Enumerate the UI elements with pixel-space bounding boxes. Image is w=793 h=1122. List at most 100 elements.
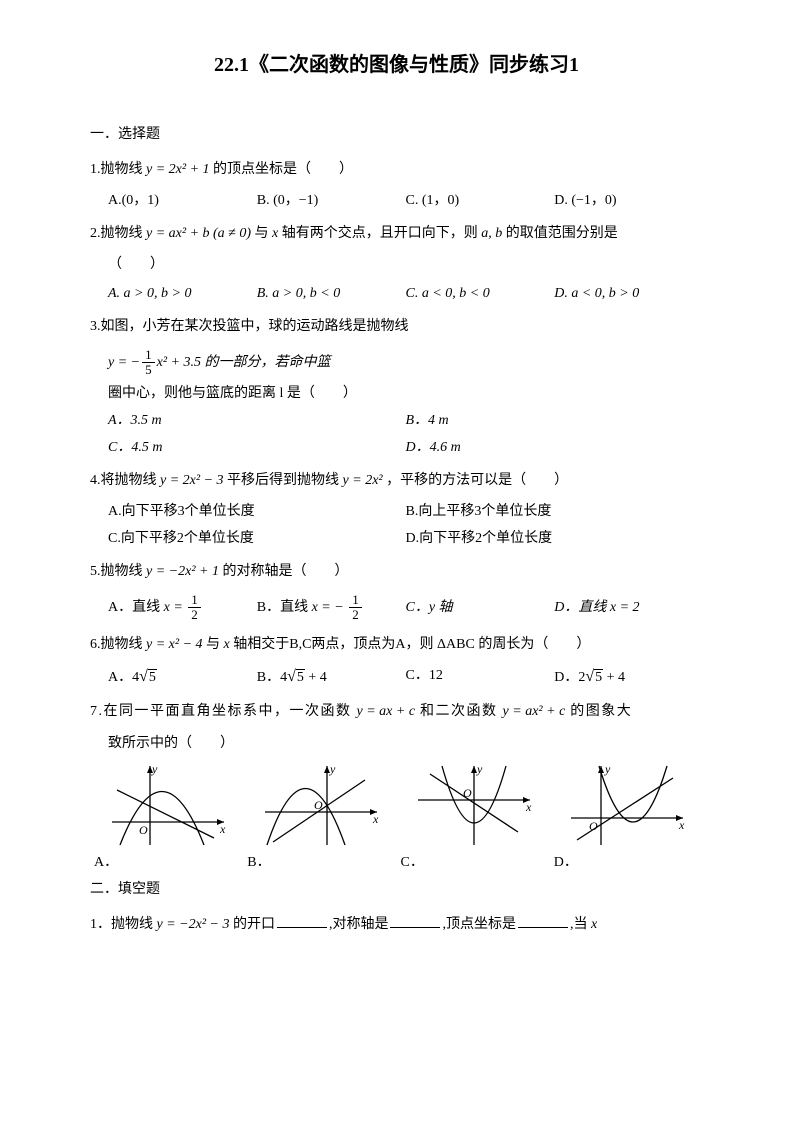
q7-l1-mid: 和二次函数 xyxy=(420,704,503,719)
section-2-header: 二．填空题 xyxy=(90,879,703,900)
q3-frac-num: 1 xyxy=(142,348,155,363)
q2-stem-post1: 轴有两个交点，且开口向下，则 xyxy=(282,226,482,241)
q6-opt-b: B．4√5 + 4 xyxy=(257,665,406,689)
q3-options-row1: A．3.5 m B．4 m xyxy=(108,410,703,431)
q7-l1-post: 的图象大 xyxy=(570,704,632,719)
q6-stem-pre: 6.抛物线 xyxy=(90,637,146,652)
q6-b-post: + 4 xyxy=(305,670,327,685)
f1-mid2: ,对称轴是 xyxy=(329,917,389,932)
q6-stem-mid: 与 xyxy=(206,637,224,652)
q2-opt-d: D. a < 0, b > 0 xyxy=(554,283,703,304)
q6-opt-a: A．4√5 xyxy=(108,665,257,689)
blank-3[interactable] xyxy=(518,914,568,928)
svg-text:O: O xyxy=(314,798,323,812)
q6-f: y = x² − 4 xyxy=(146,637,203,652)
q4-opt-d: D.向下平移2个单位长度 xyxy=(406,528,704,549)
page-title: 22.1《二次函数的图像与性质》同步练习1 xyxy=(90,50,703,80)
blank-2[interactable] xyxy=(390,914,440,928)
q5-opt-d: D．直线 x = 2 xyxy=(554,597,703,618)
f1-mid1: 的开口 xyxy=(233,917,275,932)
q3-frac: 15 xyxy=(142,348,155,378)
q3-opt-d: D．4.6 m xyxy=(406,437,704,458)
question-6: 6.抛物线 y = x² − 4 与 x 轴相交于B,C两点，顶点为A，则 ΔA… xyxy=(90,632,703,657)
svg-text:y: y xyxy=(604,762,611,776)
q6-b-sqrt: √5 xyxy=(287,665,305,689)
question-3-line3: 圈中心，则他与篮底的距离 l 是（ ） xyxy=(108,383,703,404)
q3-frac-den: 5 xyxy=(142,363,155,377)
q7-label-a: A． xyxy=(90,852,243,873)
svg-text:O: O xyxy=(589,819,598,833)
q7-label-b: B． xyxy=(243,852,396,873)
q6-stem-post: 轴相交于B,C两点，顶点为A，则 ΔABC 的周长为（ ） xyxy=(233,637,590,652)
q1-opt-a: A.(0，1) xyxy=(108,190,257,211)
q5-b-num: 1 xyxy=(349,593,362,608)
q5-b-frac: 12 xyxy=(349,593,362,623)
q6-opt-d: D．2√5 + 4 xyxy=(554,665,703,689)
fill-question-1: 1．抛物线 y = −2x² − 3 的开口,对称轴是,顶点坐标是,当 x xyxy=(90,912,703,937)
q7-label-c: C． xyxy=(397,852,550,873)
question-5: 5.抛物线 y = −2x² + 1 的对称轴是（ ） xyxy=(90,559,703,584)
svg-text:y: y xyxy=(476,762,483,776)
q6-b-sqrt-v: 5 xyxy=(296,669,305,685)
svg-text:x: x xyxy=(219,822,226,836)
q5-f: y = −2x² + 1 xyxy=(146,564,219,579)
q2-opt-a: A. a > 0, b > 0 xyxy=(108,283,257,304)
q7-graph-d: y x O D． xyxy=(550,760,703,873)
q6-opt-c: C．12 xyxy=(406,665,555,689)
f1-f: y = −2x² − 3 xyxy=(157,917,230,932)
q6-a-sqrt: √5 xyxy=(139,665,157,689)
q3-l2-pre: y = − xyxy=(108,355,140,370)
q1-formula: y = 2x² + 1 xyxy=(146,162,210,177)
q5-b-den: 2 xyxy=(349,608,362,622)
q6-d-pre: D．2 xyxy=(554,670,585,685)
q5-b-eq: x = − xyxy=(312,600,344,615)
q2-opt-b: B. a > 0, b < 0 xyxy=(257,283,406,304)
q7-label-d: D． xyxy=(550,852,703,873)
q5-opt-c: C．y 轴 xyxy=(406,597,555,618)
q3-opt-b: B．4 m xyxy=(406,410,704,431)
q5-a-den: 2 xyxy=(188,608,201,622)
q6-a-pre: A．4 xyxy=(108,670,139,685)
graph-c-svg: y x O xyxy=(408,760,538,850)
q3-opt-c: C．4.5 m xyxy=(108,437,406,458)
q6-options: A．4√5 B．4√5 + 4 C．12 D．2√5 + 4 xyxy=(108,665,703,689)
q2-xvar: x xyxy=(272,226,278,241)
svg-text:O: O xyxy=(463,786,472,800)
q4-options-row2: C.向下平移2个单位长度 D.向下平移2个单位长度 xyxy=(108,528,703,549)
q2-stem-pre: 2.抛物线 xyxy=(90,226,146,241)
q7-f1: y = ax + c xyxy=(357,704,416,719)
q2-options: A. a > 0, b > 0 B. a > 0, b < 0 C. a < 0… xyxy=(108,283,703,304)
blank-1[interactable] xyxy=(277,914,327,928)
q4-f1: y = 2x² − 3 xyxy=(160,473,224,488)
f1-mid4: ,当 xyxy=(570,917,591,932)
q6-d-post: + 4 xyxy=(603,670,625,685)
f1-pre: 1．抛物线 xyxy=(90,917,157,932)
question-4: 4.将抛物线 y = 2x² − 3 平移后得到抛物线 y = 2x² ，平移的… xyxy=(90,468,703,493)
q7-graph-a: y x O A． xyxy=(90,760,243,873)
svg-text:y: y xyxy=(329,762,336,776)
q2-opt-c: C. a < 0, b < 0 xyxy=(406,283,555,304)
q5-a-frac: 12 xyxy=(188,593,201,623)
q3-l2-post: x² + 3.5 的一部分，若命中篮 xyxy=(157,355,331,370)
q1-stem-pre: 1.抛物线 xyxy=(90,162,146,177)
q6-d-sqrt: √5 xyxy=(585,665,603,689)
q2-stem-mid: 与 xyxy=(255,226,273,241)
q4-options-row1: A.向下平移3个单位长度 B.向上平移3个单位长度 xyxy=(108,501,703,522)
q3-opt-a: A．3.5 m xyxy=(108,410,406,431)
q5-a-eq: x = xyxy=(164,600,183,615)
question-2: 2.抛物线 y = ax² + b (a ≠ 0) 与 x 轴有两个交点，且开口… xyxy=(90,221,703,246)
q2-stem-post2: 的取值范围分别是 xyxy=(506,226,618,241)
q1-options: A.(0，1) B. (0，−1) C. (1，0) D. (−1，0) xyxy=(108,190,703,211)
q1-opt-b: B. (0，−1) xyxy=(257,190,406,211)
q4-stem-pre: 4.将抛物线 xyxy=(90,473,160,488)
graph-d-svg: y x O xyxy=(561,760,691,850)
q5-a-pre: A．直线 xyxy=(108,600,164,615)
q1-stem-post: 的顶点坐标是（ ） xyxy=(213,162,353,177)
q5-stem-post: 的对称轴是（ ） xyxy=(222,564,348,579)
section-1-header: 一．选择题 xyxy=(90,124,703,145)
q4-stem-post: ，平移的方法可以是（ ） xyxy=(386,473,568,488)
q4-opt-c: C.向下平移2个单位长度 xyxy=(108,528,406,549)
q3-options-row2: C．4.5 m D．4.6 m xyxy=(108,437,703,458)
q4-opt-b: B.向上平移3个单位长度 xyxy=(406,501,704,522)
q7-l1-pre: 7.在同一平面直角坐标系中，一次函数 xyxy=(90,704,357,719)
